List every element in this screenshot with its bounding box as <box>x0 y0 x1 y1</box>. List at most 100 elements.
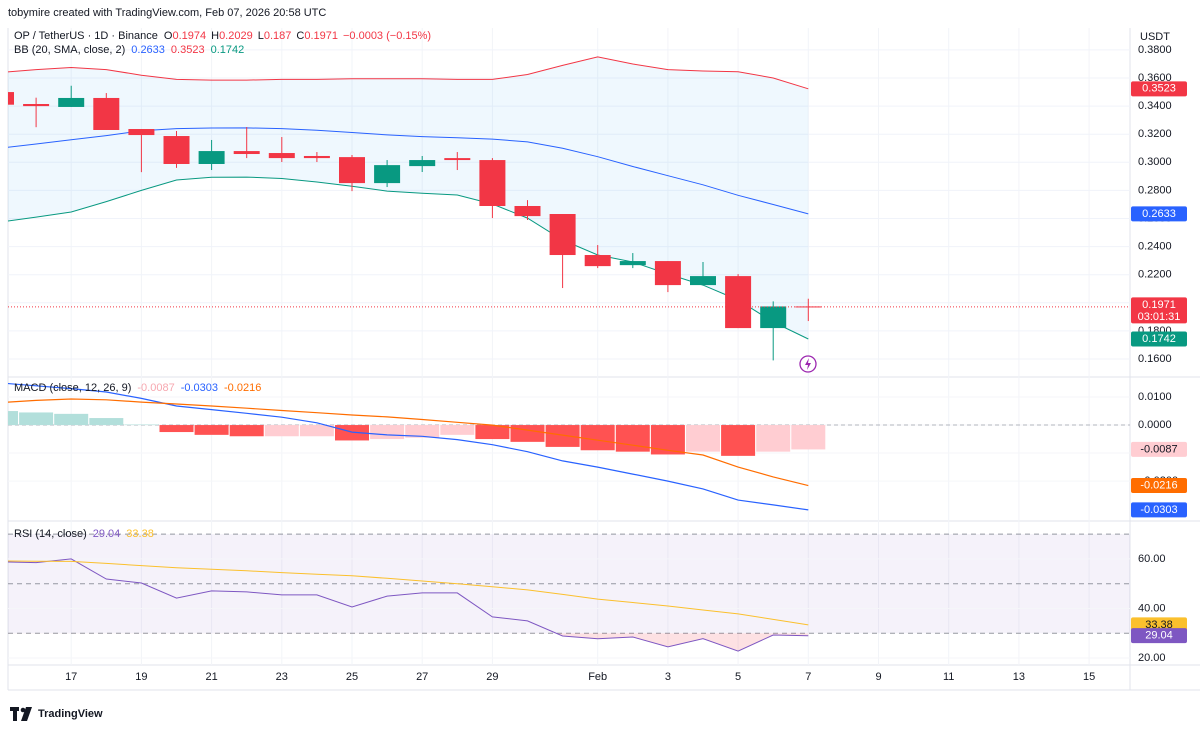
candle-body <box>760 306 787 329</box>
x-tick-label: 29 <box>486 671 498 683</box>
hist-tag: -0.0087 <box>1140 443 1177 455</box>
macd-hist-value: -0.0087 <box>137 382 174 394</box>
candle-body <box>619 261 646 266</box>
candle-body <box>690 276 716 286</box>
price-tag-box <box>1131 297 1187 324</box>
histogram-bar <box>335 425 369 441</box>
x-tick-label: Feb <box>588 671 607 683</box>
y-tick-label: 0.3200 <box>1138 128 1172 140</box>
candle-body <box>725 276 752 329</box>
candle-body <box>374 165 401 184</box>
histogram-bar <box>475 425 510 440</box>
histogram-bar <box>721 425 756 456</box>
candle-body <box>444 158 471 161</box>
histogram-bar <box>19 412 54 426</box>
change: −0.0003 (−0.15%) <box>343 30 431 42</box>
candle-body <box>514 205 541 217</box>
x-tick-label: 5 <box>735 671 741 683</box>
macd-tag-box <box>1131 502 1187 518</box>
macd-line <box>8 398 809 487</box>
candle-body <box>654 261 681 286</box>
x-tick-label: 9 <box>875 671 881 683</box>
bb-legend: BB (20, SMA, close, 2) 0.2633 0.3523 0.1742 <box>14 44 244 56</box>
x-tick-label: 21 <box>205 671 217 683</box>
high-value: 0.2029 <box>219 30 253 42</box>
alert-icon-bolt <box>805 358 811 370</box>
x-tick-label: 23 <box>276 671 288 683</box>
candle-body <box>23 104 50 107</box>
x-tick-label: 15 <box>1083 671 1095 683</box>
low-prefix: L <box>258 30 264 42</box>
histogram-bar <box>580 425 615 451</box>
y-tick-label: 0.2400 <box>1138 241 1172 253</box>
symbol: OP / TetherUS · 1D · Binance <box>14 30 158 42</box>
band-fill <box>8 56 809 340</box>
bb-upper-value: 0.3523 <box>171 44 205 56</box>
bb-tag-box <box>1131 331 1187 347</box>
candle-body <box>93 97 120 130</box>
y-tick-label: 0.3800 <box>1138 44 1172 56</box>
histogram-bar <box>8 411 18 426</box>
bb-basis-value: 0.2633 <box>131 44 165 56</box>
histogram-bar <box>686 425 720 452</box>
histogram-bar <box>510 425 545 442</box>
histogram-bar <box>545 425 580 447</box>
bb-tag-box <box>1131 81 1187 97</box>
histogram-bar <box>791 425 826 450</box>
high-prefix: H <box>211 30 219 42</box>
candle-body <box>549 214 576 256</box>
histogram-bar <box>194 425 229 435</box>
candle-body <box>584 255 611 267</box>
y-tick-label: 0.3600 <box>1138 72 1172 84</box>
x-tick-label: 17 <box>65 671 77 683</box>
candle-body <box>8 92 14 105</box>
rsi-tag: 29.04 <box>1145 630 1173 642</box>
y-tick-label: 60.00 <box>1138 553 1166 565</box>
candle-body <box>339 157 365 184</box>
candle-body <box>58 97 85 107</box>
rsi-pane <box>8 533 1130 659</box>
x-tick-label: 13 <box>1013 671 1025 683</box>
logo: TradingView <box>10 707 103 721</box>
y-tick-label: 0.0100 <box>1138 391 1172 403</box>
y-tick-label: 0.2200 <box>1138 269 1172 281</box>
rsi-tag-box <box>1131 628 1187 644</box>
caption: tobymire created with TradingView.com, F… <box>8 7 326 19</box>
histogram-bar <box>615 425 650 452</box>
price-tag-countdown: 03:01:31 <box>1138 311 1181 323</box>
macd-line <box>8 382 809 511</box>
candle-body <box>198 151 225 164</box>
histogram-bar <box>54 413 89 426</box>
histogram-bar <box>124 424 159 426</box>
brand: TradingView <box>38 708 103 720</box>
price-tag: 0.1971 <box>1142 299 1176 311</box>
open-prefix: O <box>164 30 173 42</box>
logo-shape <box>21 707 32 721</box>
rsi-ma-value: 33.38 <box>126 528 154 540</box>
macd-tag: -0.0216 <box>1140 479 1177 491</box>
layers: 17 19 21 23 25 27 29 Feb 3 5 7 9 11 13 150.38000.36000… <box>8 28 1187 683</box>
close-value: 0.1971 <box>304 30 338 42</box>
macd-legend: MACD (close, 12, 26, 9) -0.0087 -0.0303 -0.… <box>14 382 261 394</box>
histogram-bar <box>440 425 475 435</box>
x-tick-label: 25 <box>346 671 358 683</box>
x-tick-label: 7 <box>805 671 811 683</box>
y-tick-label: 40.00 <box>1138 602 1166 614</box>
histogram-bar <box>229 425 264 437</box>
logo-shape <box>20 707 26 713</box>
candle-body <box>409 160 436 167</box>
rsi-tag: 33.38 <box>1145 619 1173 631</box>
histogram-bar <box>89 418 124 426</box>
rsi-legend: RSI (14, close) 29.04 33.38 <box>14 528 154 540</box>
rsi-title: RSI (14, close) <box>14 528 87 540</box>
macd-pane <box>8 382 1130 511</box>
macd-signal-value: -0.0216 <box>224 382 261 394</box>
histogram-bar <box>650 425 685 455</box>
candle-body <box>128 129 155 136</box>
y-tick-label: 0.2800 <box>1138 184 1172 196</box>
bb-line <box>8 56 809 90</box>
candle-body <box>233 151 260 155</box>
